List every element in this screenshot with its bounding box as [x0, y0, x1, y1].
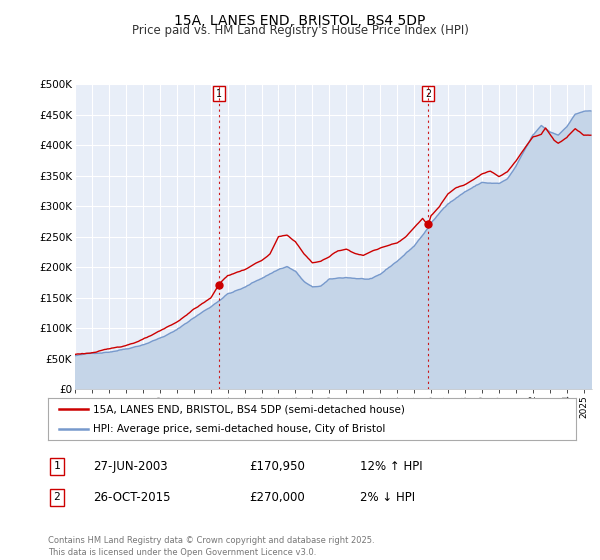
Text: £170,950: £170,950 — [249, 460, 305, 473]
Text: 15A, LANES END, BRISTOL, BS4 5DP (semi-detached house): 15A, LANES END, BRISTOL, BS4 5DP (semi-d… — [93, 404, 405, 414]
Text: 2: 2 — [425, 88, 431, 99]
Text: 26-OCT-2015: 26-OCT-2015 — [93, 491, 170, 504]
Text: 1: 1 — [216, 88, 222, 99]
Text: Price paid vs. HM Land Registry's House Price Index (HPI): Price paid vs. HM Land Registry's House … — [131, 24, 469, 37]
Text: 27-JUN-2003: 27-JUN-2003 — [93, 460, 167, 473]
Text: 2: 2 — [53, 492, 61, 502]
Text: 12% ↑ HPI: 12% ↑ HPI — [360, 460, 422, 473]
Text: £270,000: £270,000 — [249, 491, 305, 504]
Text: HPI: Average price, semi-detached house, City of Bristol: HPI: Average price, semi-detached house,… — [93, 424, 385, 434]
Text: 1: 1 — [53, 461, 61, 472]
Text: Contains HM Land Registry data © Crown copyright and database right 2025.
This d: Contains HM Land Registry data © Crown c… — [48, 536, 374, 557]
Text: 2% ↓ HPI: 2% ↓ HPI — [360, 491, 415, 504]
Text: 15A, LANES END, BRISTOL, BS4 5DP: 15A, LANES END, BRISTOL, BS4 5DP — [175, 14, 425, 28]
